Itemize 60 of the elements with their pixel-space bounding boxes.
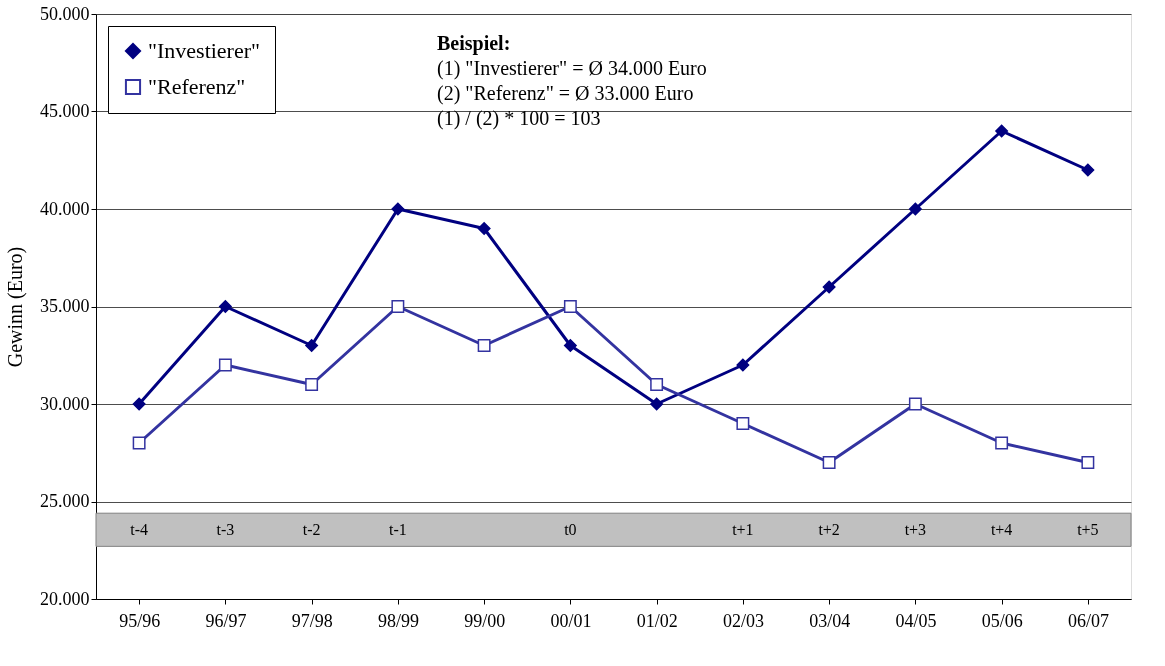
- y-tick-label: 45.000: [40, 101, 90, 121]
- point: [736, 417, 750, 430]
- point: [822, 456, 836, 469]
- x-tick-label: 04/05: [895, 610, 937, 631]
- annotation: Beispiel:: [437, 32, 511, 55]
- point: [391, 300, 405, 313]
- x-tick-label: 01/02: [636, 610, 678, 631]
- annotation: (1) "Investierer" = Ø 34.000 Euro: [437, 57, 707, 80]
- y-tick-label: 50.000: [40, 3, 90, 24]
- x-tick-label: 05/06: [981, 610, 1023, 631]
- x-tick-label: 06/07: [1067, 610, 1109, 631]
- y-tick-label: 20.000: [40, 588, 90, 609]
- point: [822, 280, 836, 294]
- point: [995, 436, 1009, 450]
- point: [650, 397, 664, 411]
- point: [477, 222, 491, 235]
- annotation: t-1: [388, 520, 407, 538]
- x-tick-label: 00/01: [550, 610, 592, 631]
- x-tick-label: 95/96: [119, 610, 161, 631]
- point: [391, 202, 405, 216]
- point: [563, 300, 577, 313]
- y-tick-label: 25.000: [40, 491, 90, 511]
- annotation: t+1: [732, 520, 754, 538]
- annotation: t0: [564, 520, 577, 538]
- annotation: t+2: [818, 520, 840, 538]
- y-axis-title: Gewinn (Euro): [4, 246, 27, 368]
- x-tick-label: 98/99: [377, 610, 419, 631]
- legend-label: "Referenz": [148, 74, 246, 99]
- y-tick-label: 35.000: [40, 296, 90, 316]
- point: [305, 339, 319, 352]
- point: [995, 124, 1009, 138]
- point: [132, 397, 146, 411]
- point: [477, 339, 491, 352]
- annotation: t-3: [216, 520, 235, 538]
- point: [908, 397, 922, 411]
- annotation: t-4: [130, 520, 149, 538]
- x-tick-label: 02/03: [722, 610, 764, 631]
- annotation: t+5: [1077, 520, 1099, 538]
- point: [1081, 163, 1095, 177]
- annotation: t+3: [904, 520, 927, 538]
- x-tick-label: 97/98: [291, 610, 333, 631]
- point: [1081, 456, 1095, 469]
- point: [218, 358, 232, 372]
- y-tick-label: 30.000: [40, 393, 90, 414]
- annotation: t-2: [302, 520, 321, 538]
- point: [218, 300, 232, 313]
- annotation: (1) / (2) * 100 = 103: [437, 107, 601, 130]
- x-tick-label: 96/97: [205, 610, 247, 631]
- point: [563, 339, 577, 352]
- point: [736, 358, 750, 372]
- point: [908, 202, 922, 216]
- y-tick-label: 40.000: [40, 198, 90, 219]
- legend-label: "Investierer": [148, 38, 261, 63]
- annotation: t+4: [990, 520, 1013, 538]
- annotation: (2) "Referenz" = Ø 33.000 Euro: [437, 82, 694, 105]
- point: [650, 378, 664, 391]
- x-tick-label: 99/00: [464, 610, 506, 631]
- point: [132, 436, 146, 450]
- point: [305, 378, 319, 391]
- x-tick-label: 03/04: [809, 610, 851, 631]
